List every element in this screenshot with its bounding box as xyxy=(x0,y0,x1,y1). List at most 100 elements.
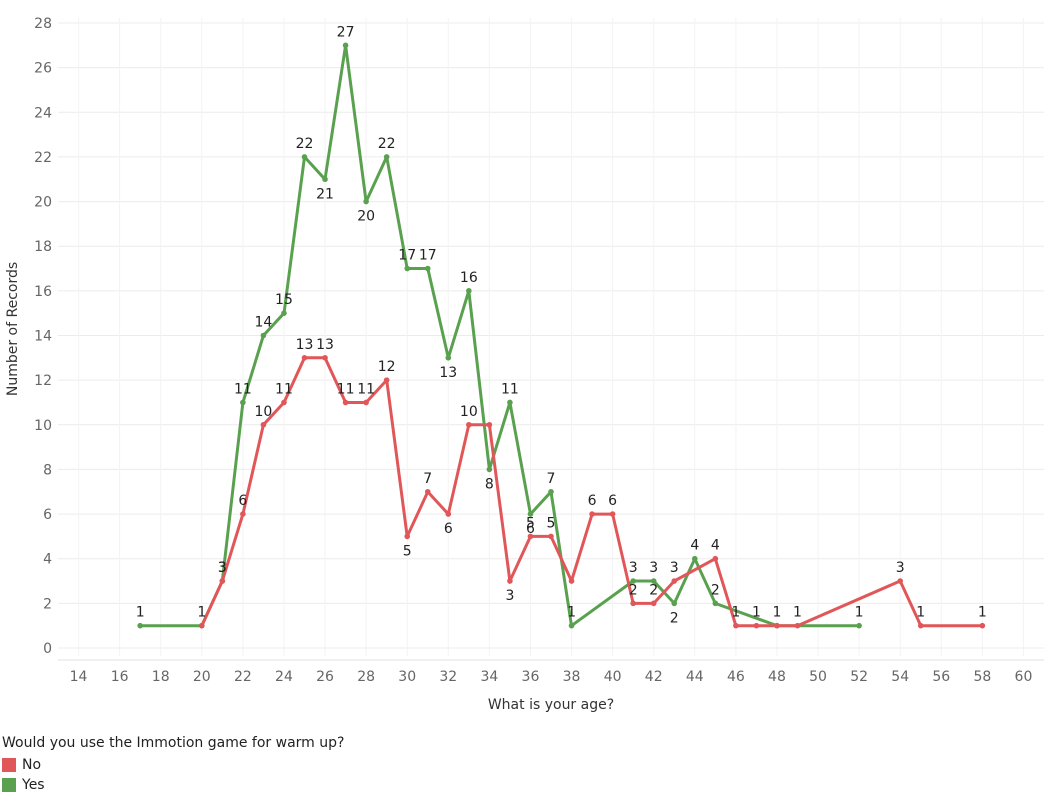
y-tick-label: 28 xyxy=(34,16,52,32)
data-label-yes: 7 xyxy=(547,471,556,487)
point-no xyxy=(609,511,616,517)
data-label-no: 1 xyxy=(772,605,781,621)
point-no xyxy=(198,622,205,629)
point-no xyxy=(979,622,986,629)
y-tick-label: 8 xyxy=(43,462,52,478)
data-label-no: 12 xyxy=(378,359,396,375)
data-label-no: 1 xyxy=(978,605,987,621)
point-no xyxy=(445,511,452,517)
y-tick-label: 2 xyxy=(43,596,52,612)
point-yes xyxy=(301,154,308,160)
y-tick-label: 22 xyxy=(34,150,52,166)
y-tick-label: 10 xyxy=(34,418,52,434)
point-yes xyxy=(363,198,369,205)
data-label-no: 10 xyxy=(460,404,478,420)
point-yes xyxy=(383,154,390,160)
data-label-yes: 2 xyxy=(711,582,720,598)
data-label-yes: 22 xyxy=(296,136,314,152)
point-yes xyxy=(568,622,575,629)
data-label-yes: 4 xyxy=(690,538,699,554)
point-yes xyxy=(630,578,636,584)
x-tick-label: 42 xyxy=(645,669,663,685)
data-label-no: 6 xyxy=(238,493,247,509)
data-label-yes: 3 xyxy=(629,560,638,576)
point-no xyxy=(650,600,657,607)
series-points xyxy=(137,42,986,629)
x-tick-label: 22 xyxy=(234,669,252,685)
x-tick-label: 26 xyxy=(316,669,334,685)
x-tick-label: 28 xyxy=(357,669,375,685)
point-no xyxy=(568,578,575,584)
data-label-yes: 15 xyxy=(275,292,293,308)
point-yes xyxy=(445,355,452,361)
data-label-no: 4 xyxy=(711,538,720,554)
point-yes xyxy=(322,176,328,183)
point-no xyxy=(548,533,554,540)
point-no xyxy=(383,377,390,383)
x-axis-ticks: 14 16 18 20 22 24 26 28 30 32 34 36 38 40 42 44 46 48 50 52… xyxy=(70,669,1033,685)
data-label-no: 13 xyxy=(316,337,334,353)
point-no xyxy=(589,511,595,517)
y-axis-title: Number of Records xyxy=(5,262,21,396)
data-label-yes: 3 xyxy=(218,560,227,576)
point-yes xyxy=(856,622,862,629)
data-label-yes: 8 xyxy=(485,476,494,492)
point-yes xyxy=(240,399,246,406)
data-label-yes: 20 xyxy=(357,209,375,225)
point-no xyxy=(322,355,328,361)
x-tick-label: 56 xyxy=(932,669,950,685)
point-yes xyxy=(260,332,267,339)
data-label-no: 2 xyxy=(649,582,658,598)
point-no xyxy=(794,622,801,629)
x-tick-label: 46 xyxy=(727,669,745,685)
data-label-yes: 22 xyxy=(378,136,396,152)
x-tick-label: 36 xyxy=(522,669,540,685)
data-label-no: 6 xyxy=(588,493,597,509)
x-tick-label: 40 xyxy=(604,669,622,685)
y-tick-label: 24 xyxy=(34,105,52,121)
y-tick-label: 0 xyxy=(43,641,52,657)
data-label-yes: 1 xyxy=(855,605,864,621)
point-no xyxy=(507,578,513,584)
data-label-yes: 16 xyxy=(460,270,478,286)
x-tick-label: 16 xyxy=(111,669,129,685)
legend-label-yes: Yes xyxy=(22,777,45,793)
data-label-no: 5 xyxy=(526,515,535,531)
data-label-no: 1 xyxy=(752,605,761,621)
y-tick-label: 18 xyxy=(34,239,52,255)
data-label-no: 5 xyxy=(547,515,556,531)
y-tick-label: 20 xyxy=(34,195,52,211)
data-label-yes: 21 xyxy=(316,186,334,202)
point-yes xyxy=(424,265,431,272)
data-label-no: 1 xyxy=(916,605,925,621)
x-tick-label: 52 xyxy=(850,669,868,685)
y-tick-label: 26 xyxy=(34,61,52,77)
point-yes xyxy=(650,578,657,584)
point-no xyxy=(527,533,534,540)
x-tick-label: 14 xyxy=(70,669,88,685)
x-axis-title: What is your age? xyxy=(488,697,614,713)
point-no xyxy=(486,421,493,428)
data-label-yes: 13 xyxy=(439,365,457,381)
point-no xyxy=(897,578,904,584)
point-yes xyxy=(281,310,287,316)
data-label-no: 3 xyxy=(505,588,514,604)
legend-item-yes[interactable]: Yes xyxy=(2,775,344,795)
data-label-yes: 3 xyxy=(649,560,658,576)
x-tick-label: 20 xyxy=(193,669,211,685)
data-label-no: 11 xyxy=(337,381,355,397)
data-label-no: 6 xyxy=(444,521,453,537)
y-tick-label: 16 xyxy=(34,284,52,300)
point-no xyxy=(712,555,719,562)
legend: Would you use the Immotion game for warm… xyxy=(2,735,344,795)
point-no xyxy=(753,622,760,629)
data-label-yes: 14 xyxy=(255,315,273,331)
legend-item-no[interactable]: No xyxy=(2,755,344,775)
data-label-no: 13 xyxy=(296,337,314,353)
point-yes xyxy=(527,511,534,517)
point-no xyxy=(219,578,226,584)
data-label-no: 6 xyxy=(608,493,617,509)
